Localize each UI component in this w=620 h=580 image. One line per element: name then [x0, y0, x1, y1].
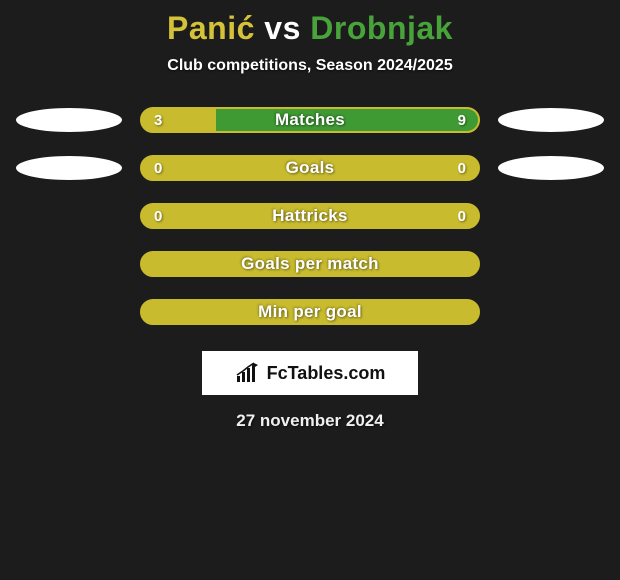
stat-row: 00Hattricks [0, 203, 620, 229]
page-title: Panić vs Drobnjak [0, 10, 620, 47]
stat-label: Hattricks [142, 205, 478, 227]
footer-date: 27 november 2024 [0, 411, 620, 431]
stat-row: Goals per match [0, 251, 620, 277]
player2-name: Drobnjak [310, 10, 453, 46]
source-text: FcTables.com [267, 363, 386, 384]
right-badge [498, 156, 604, 180]
stat-label: Matches [142, 109, 478, 131]
stat-bar: 00Goals [140, 155, 480, 181]
stat-label: Goals [142, 157, 478, 179]
stat-rows: 39Matches 00Goals 00Hattricks Goals per mat… [0, 107, 620, 325]
subtitle: Club competitions, Season 2024/2025 [0, 57, 620, 75]
stat-bar: 00Hattricks [140, 203, 480, 229]
stat-row: 00Goals [0, 155, 620, 181]
left-badge [16, 156, 122, 180]
stat-label: Min per goal [142, 301, 478, 323]
comparison-card: Panić vs Drobnjak Club competitions, Sea… [0, 0, 620, 431]
source-badge: FcTables.com [202, 351, 418, 395]
stat-row: Min per goal [0, 299, 620, 325]
stat-bar: 39Matches [140, 107, 480, 133]
vs-text: vs [264, 10, 301, 46]
right-badge [498, 108, 604, 132]
stat-label: Goals per match [142, 253, 478, 275]
stat-bar: Min per goal [140, 299, 480, 325]
chart-icon [235, 362, 261, 384]
left-badge [16, 108, 122, 132]
player1-name: Panić [167, 10, 255, 46]
stat-row: 39Matches [0, 107, 620, 133]
stat-bar: Goals per match [140, 251, 480, 277]
